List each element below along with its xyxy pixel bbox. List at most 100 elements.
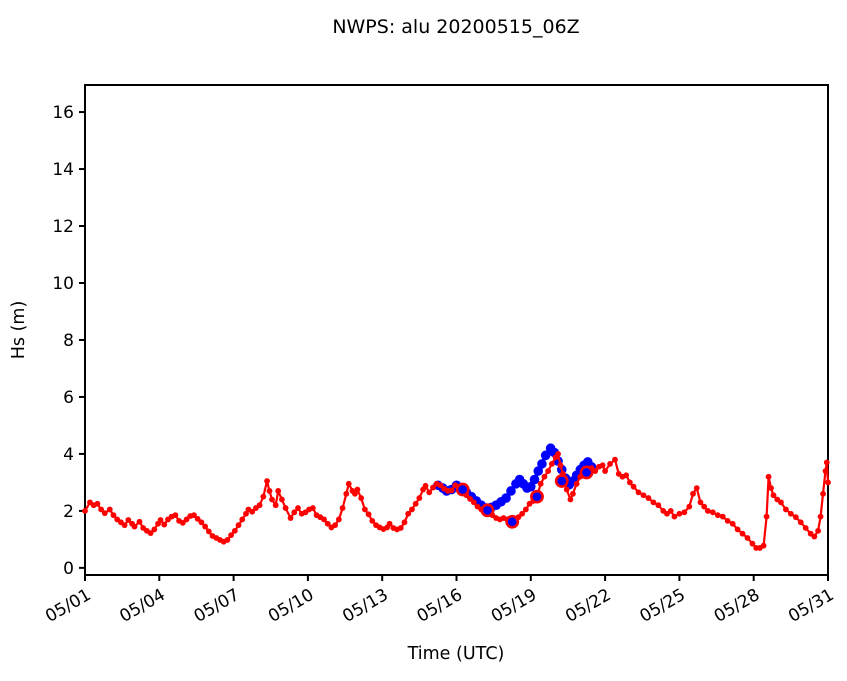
observation-point (191, 512, 197, 519)
observation-point (671, 513, 678, 520)
ring-marker (455, 482, 470, 497)
observation-point (125, 517, 132, 523)
x-tick-label: 05/31 (785, 585, 837, 627)
observation-point (519, 510, 526, 517)
observation-point (386, 520, 393, 527)
observation-point (295, 505, 301, 511)
observation-point (570, 490, 576, 497)
observation-point (397, 525, 404, 531)
observation-point (630, 483, 637, 490)
observation-point (422, 482, 429, 489)
observation-point (228, 532, 235, 539)
observation-point (352, 490, 358, 497)
observation-point (640, 492, 647, 499)
observation-point (369, 517, 376, 524)
observation-point (343, 490, 350, 497)
model-point (506, 486, 516, 496)
observation-line (84, 452, 830, 549)
observation-point (194, 515, 201, 522)
observation-point (287, 515, 294, 521)
observation-point (822, 468, 829, 474)
observation-point (467, 496, 474, 502)
y-tick-label: 0 (63, 559, 74, 579)
observation-point (623, 472, 630, 479)
tick-labels-layer: 0 2 4 6 8 10 12 14 16 05/01 05/04 05/07 05/10 05/13 05… (42, 103, 837, 627)
observation-point (110, 512, 117, 519)
observation-point (94, 500, 101, 507)
observation-point (264, 478, 270, 484)
observation-point (729, 520, 736, 527)
observation-point (121, 522, 128, 529)
observation-point (266, 488, 273, 494)
observation-point (448, 487, 455, 494)
observation-point (183, 516, 190, 523)
x-tick-label: 05/07 (191, 585, 243, 627)
observation-point (825, 479, 831, 486)
observation-point (437, 482, 444, 489)
y-tick-label: 8 (63, 331, 74, 351)
observation-point (321, 516, 327, 523)
observation-point (817, 513, 824, 520)
series-layer (82, 443, 831, 551)
ring-marker (530, 489, 544, 504)
observation-point (275, 488, 282, 494)
observation-point (151, 526, 158, 533)
observation-point (760, 542, 767, 549)
ring-marker (554, 474, 569, 488)
observation-point (309, 505, 316, 511)
observation-point (426, 489, 433, 496)
observation-point (792, 514, 799, 521)
observation-point (470, 499, 477, 506)
observation-point (763, 513, 770, 520)
observation-point (782, 506, 789, 513)
observation-point (599, 462, 606, 469)
observation-point (405, 510, 412, 517)
observation-point (820, 490, 826, 497)
observation-point (802, 525, 809, 531)
observation-point (272, 502, 279, 509)
y-tick-label: 10 (52, 274, 74, 294)
observation-point (365, 511, 372, 518)
observation-point (235, 522, 242, 529)
observation-point (681, 509, 688, 516)
observation-point (768, 485, 774, 492)
observation-point (739, 530, 746, 537)
y-tick-label: 2 (63, 502, 74, 522)
observation-point (205, 528, 212, 535)
model-point (501, 493, 511, 503)
observation-point (770, 492, 777, 499)
observation-point (734, 526, 741, 533)
observation-point (690, 490, 696, 497)
observation-point (667, 508, 674, 514)
observation-point (335, 516, 342, 523)
observation-point (676, 510, 683, 517)
x-tick-label: 05/19 (488, 585, 540, 627)
observation-point (537, 480, 544, 487)
observation-point (106, 506, 113, 513)
observation-point (719, 513, 726, 520)
observation-point (198, 519, 205, 526)
observation-point (239, 516, 246, 523)
observation-point (82, 508, 88, 514)
observation-point (655, 502, 662, 509)
observation-point (101, 510, 108, 517)
observation-point (701, 503, 708, 510)
observation-point (256, 502, 263, 509)
observation-point (778, 499, 784, 506)
x-tick-label: 05/13 (339, 585, 391, 627)
observation-point (278, 496, 285, 503)
observation-point (157, 517, 164, 523)
observation-point (354, 486, 361, 493)
y-tick-label: 12 (52, 217, 74, 237)
observation-point (714, 512, 721, 519)
observation-point (607, 460, 613, 467)
observation-point (612, 456, 618, 463)
chart-title: NWPS: alu 20200515_06Z (332, 16, 579, 38)
x-axis-label: Time (UTC) (407, 644, 505, 664)
observation-point (345, 480, 352, 487)
observation-point (269, 496, 275, 503)
observation-point (815, 527, 821, 534)
observation-point (704, 508, 711, 514)
x-tick-label: 05/22 (562, 585, 614, 627)
